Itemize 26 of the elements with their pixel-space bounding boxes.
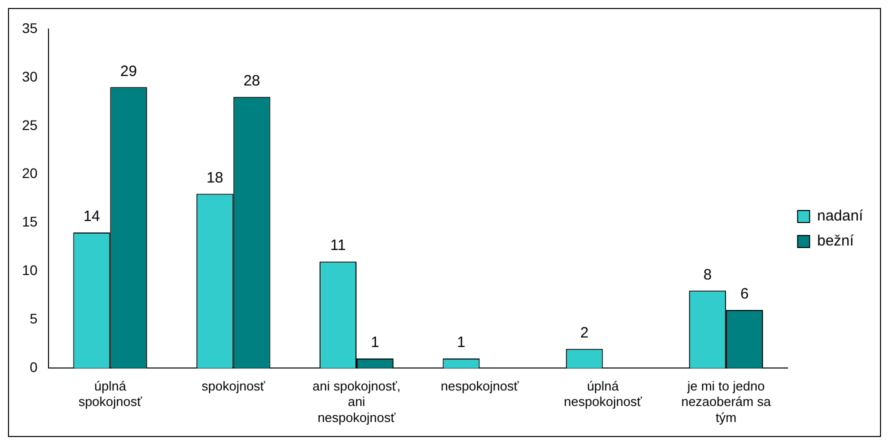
legend-label: nadaní [817,208,864,225]
x-tick-label: je mi to jedno nezaoberám sa tým [681,378,772,425]
data-label: 28 [243,72,260,90]
legend-label: bežní [817,232,855,250]
data-label: 6 [740,286,749,303]
data-label: 18 [206,169,224,186]
y-tick-label: 30 [22,68,38,84]
y-tick-label: 15 [22,214,38,230]
y-tick-label: 35 [22,20,38,36]
data-label: 1 [370,334,380,352]
data-label: 14 [83,208,100,226]
data-label: 8 [703,266,712,284]
x-tick-label: úplná spokojnosť [78,378,142,410]
data-label: 2 [580,324,589,342]
y-tick-label: 20 [22,165,38,182]
y-tick-label: 5 [30,310,38,327]
data-label: 1 [457,334,466,352]
x-tick-label: úplná nespokojnosť [564,378,642,410]
y-tick-label: 10 [22,262,38,278]
x-tick-label: spokojnosť [202,378,266,394]
data-label: 29 [120,62,137,80]
y-tick-label: 0 [30,359,38,376]
x-tick-label: ani spokojnosť, ani nespokojnosť [312,378,401,425]
y-tick-label: 25 [22,116,38,133]
x-tick-label: nespokojnosť [440,378,519,394]
data-label: 11 [330,237,346,254]
